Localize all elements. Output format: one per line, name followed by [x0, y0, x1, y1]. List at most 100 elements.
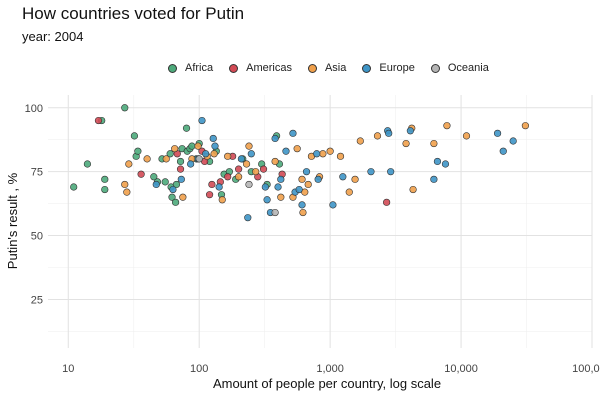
x-tick-label: 100: [190, 363, 208, 375]
y-tick-label: 50: [31, 231, 43, 243]
data-point-africa: [176, 157, 185, 166]
data-point-asia: [235, 173, 243, 181]
data-point-europe: [237, 155, 245, 163]
legend-dot-europe: [362, 63, 372, 73]
data-point-asia: [179, 193, 187, 201]
data-point-europe: [433, 157, 442, 166]
data-point-europe: [187, 160, 195, 168]
data-point-europe: [247, 150, 255, 158]
data-point-africa: [161, 178, 169, 186]
data-point-asia: [351, 175, 359, 183]
data-point-africa: [134, 147, 142, 155]
data-point-africa: [101, 185, 109, 194]
data-point-europe: [295, 185, 303, 194]
data-point-asia: [409, 185, 417, 194]
data-point-americas: [235, 165, 243, 173]
data-point-asia: [143, 155, 151, 163]
data-point-asia: [304, 180, 312, 189]
legend-label: Oceania: [447, 62, 489, 74]
data-point-europe: [406, 127, 414, 135]
data-point-europe: [339, 173, 347, 181]
data-point-asia: [245, 142, 253, 150]
data-point-asia: [293, 145, 301, 153]
data-point-africa: [182, 124, 191, 132]
data-point-asia: [123, 188, 131, 196]
data-point-europe: [198, 116, 206, 125]
chart-title: How countries voted for Putin: [22, 4, 245, 23]
legend-dot-africa: [168, 63, 177, 73]
y-tick-label: 25: [31, 294, 43, 306]
data-point-europe: [430, 175, 438, 183]
data-point-oceania: [195, 155, 203, 163]
data-point-europe: [289, 129, 297, 137]
data-point-asia: [430, 139, 438, 148]
legend-dot-americas: [229, 63, 239, 73]
x-tick-label: 1,000: [316, 363, 344, 375]
data-point-europe: [441, 160, 450, 168]
y-tick-label: 100: [25, 103, 43, 115]
data-point-europe: [261, 183, 269, 191]
data-point-europe: [209, 134, 217, 143]
data-point-oceania: [245, 180, 253, 189]
data-point-africa: [168, 193, 176, 201]
data-point-europe: [302, 168, 311, 176]
data-point-europe: [263, 196, 271, 204]
data-point-americas: [259, 165, 268, 173]
data-point-europe: [387, 168, 395, 176]
data-point-asia: [194, 142, 202, 150]
data-point-europe: [282, 147, 290, 155]
data-point-asia: [356, 137, 364, 145]
data-point-asia: [326, 147, 334, 155]
data-point-asia: [218, 196, 226, 204]
data-point-asia: [210, 150, 218, 158]
data-point-asia: [299, 208, 307, 217]
data-point-africa: [188, 142, 196, 150]
data-point-asia: [271, 157, 279, 166]
data-point-asia: [121, 180, 129, 189]
chart-subtitle: year: 2004: [22, 29, 84, 44]
data-point-americas: [224, 173, 232, 181]
x-tick-label: 100,000: [572, 363, 600, 375]
data-point-africa: [150, 173, 158, 181]
data-point-africa: [70, 183, 78, 191]
gridlines: [48, 95, 593, 348]
data-point-asia: [277, 193, 285, 201]
data-point-asia: [162, 155, 170, 163]
y-axis-title: Putin's result , %: [5, 172, 20, 269]
data-point-americas: [137, 170, 145, 178]
legend-item-asia: Asia: [307, 62, 347, 74]
data-point-asia: [319, 150, 327, 158]
data-point-europe: [509, 137, 517, 145]
data-point-asia: [462, 132, 471, 140]
legend: Africa Americas Asia Europe Oceania: [168, 62, 505, 74]
data-point-asia: [252, 168, 260, 176]
data-point-europe: [177, 175, 185, 183]
legend-label: Asia: [324, 62, 347, 74]
data-point-europe: [499, 147, 507, 155]
data-point-europe: [314, 175, 322, 183]
data-point-asia: [336, 152, 345, 160]
data-point-americas: [94, 116, 103, 125]
x-axis-ticks: 10 100 1,000 10,000 100,000: [62, 363, 600, 375]
legend-item-americas: Americas: [229, 62, 292, 74]
data-point-europe: [298, 201, 306, 209]
data-point-europe: [274, 183, 282, 191]
x-tick-label: 10,000: [444, 363, 478, 375]
data-point-asia: [171, 145, 179, 153]
data-point-europe: [169, 185, 177, 194]
data-point-oceania: [271, 208, 279, 217]
data-point-asia: [402, 139, 410, 148]
data-point-asia: [242, 160, 251, 168]
data-point-asia: [298, 175, 306, 183]
data-point-europe: [152, 180, 160, 189]
legend-dot-oceania: [430, 63, 440, 73]
data-point-europe: [277, 175, 285, 183]
data-point-americas: [383, 198, 391, 206]
data-point-asia: [345, 188, 353, 196]
data-point-asia: [125, 160, 133, 168]
data-point-africa: [83, 160, 92, 168]
legend-item-oceania: Oceania: [430, 62, 489, 74]
data-point-asia: [224, 152, 232, 160]
data-point-europe: [313, 150, 321, 158]
